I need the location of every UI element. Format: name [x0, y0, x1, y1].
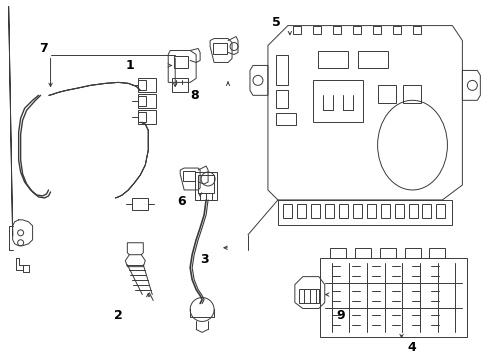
- Bar: [278, 200, 452, 225]
- Bar: [405, 248, 420, 258]
- Bar: [355, 248, 370, 258]
- Bar: [413, 26, 420, 33]
- Bar: [353, 26, 361, 33]
- Bar: [276, 55, 288, 85]
- Bar: [174, 57, 188, 68]
- Bar: [378, 85, 395, 103]
- Text: 2: 2: [114, 309, 122, 322]
- Text: 4: 4: [407, 341, 416, 354]
- Text: 6: 6: [177, 195, 186, 208]
- Text: 9: 9: [337, 309, 345, 322]
- Bar: [138, 112, 147, 122]
- Text: 5: 5: [271, 16, 280, 29]
- Bar: [372, 26, 381, 33]
- Bar: [381, 204, 390, 218]
- Bar: [132, 198, 148, 210]
- Text: 1: 1: [126, 59, 135, 72]
- Bar: [403, 85, 420, 103]
- Bar: [172, 78, 188, 92]
- Bar: [333, 26, 341, 33]
- Bar: [138, 110, 156, 124]
- Bar: [380, 248, 395, 258]
- Bar: [422, 204, 432, 218]
- Bar: [299, 289, 319, 302]
- Bar: [367, 204, 376, 218]
- Bar: [283, 204, 292, 218]
- Bar: [392, 26, 400, 33]
- Bar: [313, 26, 321, 33]
- Bar: [293, 26, 301, 33]
- Text: 3: 3: [200, 253, 208, 266]
- Bar: [138, 96, 147, 106]
- Bar: [183, 171, 195, 181]
- Bar: [276, 90, 288, 108]
- Bar: [339, 204, 348, 218]
- Bar: [276, 113, 296, 125]
- Bar: [297, 204, 306, 218]
- Bar: [437, 204, 445, 218]
- Bar: [409, 204, 417, 218]
- Bar: [429, 248, 445, 258]
- Bar: [138, 78, 156, 92]
- Bar: [320, 258, 467, 337]
- Bar: [318, 50, 348, 68]
- Bar: [353, 204, 362, 218]
- Bar: [138, 80, 147, 90]
- Bar: [358, 50, 388, 68]
- Bar: [213, 42, 227, 54]
- Bar: [311, 204, 320, 218]
- Bar: [313, 80, 363, 122]
- Text: 8: 8: [190, 89, 198, 102]
- Bar: [198, 175, 214, 193]
- Bar: [325, 204, 334, 218]
- Text: 7: 7: [39, 42, 48, 55]
- Bar: [195, 172, 217, 200]
- Bar: [330, 248, 346, 258]
- Bar: [394, 204, 404, 218]
- Bar: [138, 94, 156, 108]
